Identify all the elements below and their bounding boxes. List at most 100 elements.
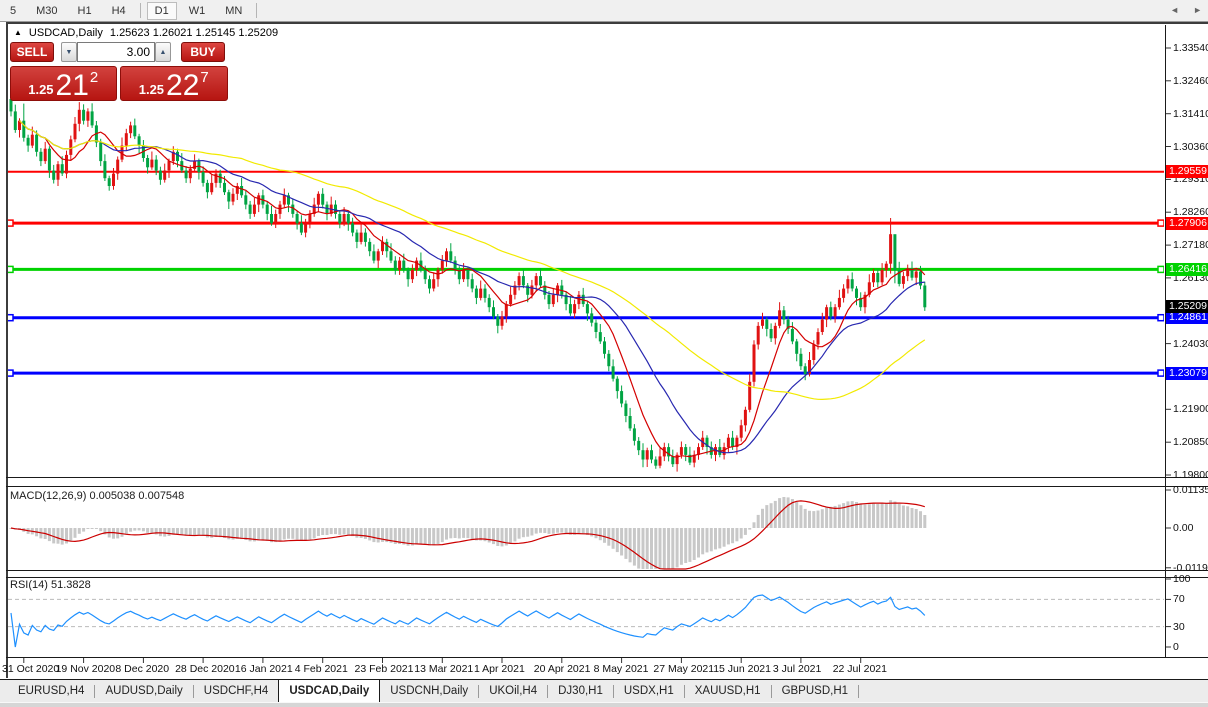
timeframe-button-mn[interactable]: MN [225,4,243,17]
timeframe-button-w1[interactable]: W1 [188,4,206,17]
tab-scroll-right-icon[interactable]: ► [1193,5,1202,15]
tab-separator [192,685,194,698]
volume-input[interactable]: 3.00 [77,42,155,62]
timeframe-button-h4[interactable]: H4 [111,4,126,17]
date-axis-label: 23 Feb 2021 [354,663,414,675]
sell-price-box[interactable]: 1.25 21 2 [10,66,117,101]
sell-button[interactable]: SELL [10,42,54,62]
macd-tick-label: 0.01135 [1173,484,1208,496]
price-tick-label: 1.30360 [1173,140,1208,153]
chart-frame-top [6,22,1208,24]
tab-xauusd-h1[interactable]: XAUUSD,H1 [685,680,771,703]
tab-usdx-h1[interactable]: USDX,H1 [614,680,684,703]
macd-tick-label: 0.00 [1173,522,1194,534]
price-tick-label: 1.24030 [1173,337,1208,350]
one-click-trading-panel: SELL ▼ 3.00 ▲ BUY 1.25 21 2 1.25 22 7 [10,42,228,101]
level-price-badge: 1.29559 [1166,165,1208,179]
tab-gbpusd-h1[interactable]: GBPUSD,H1 [772,680,858,703]
chevron-down-icon: ▼ [65,48,73,56]
status-strip [0,702,1208,707]
tab-separator [547,685,549,698]
toolbar-separator [139,3,141,18]
tab-label: USDX,H1 [623,685,674,697]
buy-price-sup: 7 [200,69,209,86]
tab-label: DJ30,H1 [558,685,603,697]
date-axis-label: 28 Dec 2020 [175,663,235,675]
macd-tick-label: -0.01190 [1173,561,1208,574]
tab-usdcnh-daily[interactable]: USDCNH,Daily [380,680,478,703]
volume-decrease-button[interactable]: ▼ [61,42,77,62]
date-axis-label: 19 Nov 2020 [55,663,116,675]
sell-price-big: 21 [55,69,89,102]
price-tick-label: 1.32460 [1173,74,1208,87]
volume-increase-button[interactable]: ▲ [155,42,171,62]
tab-separator [612,685,614,698]
chart-ohlc-values: 1.25623 1.26021 1.25145 1.25209 [109,27,279,39]
tab-scroll-nav: ◄ ► [1170,5,1202,15]
level-price-badge: 1.26416 [1166,262,1208,276]
tab-label: USDCAD,Daily [289,685,370,697]
tab-separator [94,685,96,698]
tab-label: XAUUSD,H1 [694,685,761,697]
price-tick-label: 1.33540 [1173,42,1208,54]
current-price-badge: 1.25209 [1166,300,1208,314]
timeframe-button-h1[interactable]: H1 [77,4,92,17]
sell-price-sup: 2 [89,69,99,86]
tab-audusd-daily[interactable]: AUDUSD,Daily [95,680,192,703]
tab-scroll-left-icon[interactable]: ◄ [1170,5,1180,15]
date-axis-label: 16 Jan 2021 [234,663,293,675]
timeframe-button-5[interactable]: 5 [10,4,17,17]
rsi-tick-label: 0 [1173,641,1179,653]
tab-usdcad-daily[interactable]: USDCAD,Daily [278,680,381,703]
price-tick-label: 1.28260 [1173,206,1208,219]
price-tick-label: 1.19800 [1173,469,1208,481]
tab-usdchf-h4[interactable]: USDCHF,H4 [194,680,279,703]
level-price-badge: 1.27906 [1166,216,1208,230]
date-axis-label: 20 Apr 2021 [533,663,591,675]
rsi-tick-label: 100 [1173,573,1191,585]
tab-label: AUDUSD,Daily [105,685,183,697]
timeframe-toolbar: 5 M30 H1 H4 D1 W1 MN [0,0,1208,22]
buy-price-big: 22 [166,69,200,102]
date-axis-label: 15 Jun 2021 [713,663,771,675]
date-axis-label: 27 May 2021 [653,663,715,675]
toolbar-separator [256,3,258,18]
level-price-badge: 1.24861 [1166,311,1208,325]
date-axis-label: 3 Jul 2021 [772,663,822,675]
tab-eurusd-h4[interactable]: EURUSD,H4 [8,680,94,703]
tab-label: GBPUSD,H1 [781,685,849,697]
buy-button[interactable]: BUY [181,42,225,62]
sell-price-small: 1.25 [28,82,54,97]
trade-panel-collapse-icon[interactable]: ▲ [14,27,22,37]
tab-label: UKOil,H4 [489,685,538,697]
tab-separator [478,685,480,698]
date-axis-label: 22 Jul 2021 [832,663,887,675]
date-axis-label: 31 Oct 2020 [2,663,60,675]
tab-label: USDCHF,H4 [203,685,269,697]
date-axis-label: 1 Apr 2021 [474,663,525,675]
buy-price-box[interactable]: 1.25 22 7 [119,66,228,102]
date-axis-label: 4 Feb 2021 [294,663,348,675]
price-tick-label: 1.21900 [1173,403,1208,416]
tab-separator [683,685,685,698]
rsi-tick-label: 70 [1173,593,1185,606]
chart-info-line: ▲ USDCAD,Daily 1.25623 1.26021 1.25145 1… [14,27,278,39]
price-tick-label: 1.27180 [1173,239,1208,252]
tab-separator [858,685,860,698]
chart-frame-left [6,22,8,678]
price-tick-label: 1.20850 [1173,436,1208,449]
timeframe-button-d1[interactable]: D1 [146,1,177,20]
buy-price-small: 1.25 [138,82,165,97]
rsi-tick-label: 30 [1173,620,1185,633]
tab-dj30-h1[interactable]: DJ30,H1 [548,680,613,703]
level-price-badge: 1.23079 [1166,366,1208,380]
rsi-label: RSI(14) 51.3828 [10,579,91,591]
date-axis-label: 8 May 2021 [593,663,649,675]
timeframe-button-m30[interactable]: M30 [36,4,58,17]
tab-ukoil-h4[interactable]: UKOil,H4 [479,680,547,703]
date-axis-label: 13 Mar 2021 [414,663,474,675]
macd-label: MACD(12,26,9) 0.005038 0.007548 [10,490,185,502]
chevron-up-icon: ▲ [159,48,167,56]
